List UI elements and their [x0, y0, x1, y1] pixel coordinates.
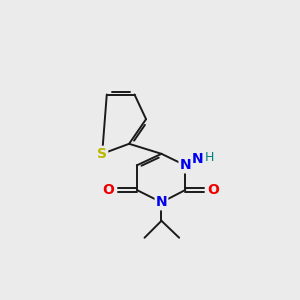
Text: H: H	[205, 151, 214, 164]
Text: O: O	[103, 183, 115, 197]
Text: N: N	[179, 158, 191, 172]
Text: S: S	[97, 147, 107, 161]
Text: O: O	[207, 183, 219, 197]
Text: N: N	[156, 195, 167, 209]
Text: N: N	[192, 152, 203, 166]
